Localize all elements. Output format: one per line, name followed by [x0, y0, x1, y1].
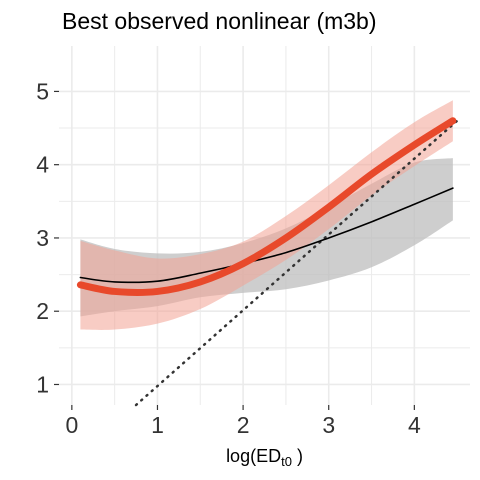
y-tick-label: 2 — [36, 298, 49, 324]
x-axis-label: log(EDt0 ) — [226, 446, 303, 469]
series-line-black — [79, 187, 454, 284]
x-tick-label: 2 — [237, 412, 250, 438]
confidence-band-orange — [80, 100, 453, 330]
x-tick-label: 4 — [408, 412, 421, 438]
y-tick-label: 3 — [36, 225, 49, 251]
x-tick-label: 1 — [151, 412, 164, 438]
y-tick-label: 5 — [36, 78, 49, 104]
y-tick-label: 4 — [36, 152, 49, 178]
reference-line — [134, 119, 459, 407]
chart-title: Best observed nonlinear (m3b) — [62, 8, 377, 34]
x-tick-label: 3 — [322, 412, 335, 438]
y-tick-label: 1 — [36, 371, 49, 397]
series-line-orange — [76, 117, 457, 296]
x-tick-label: 0 — [65, 412, 78, 438]
